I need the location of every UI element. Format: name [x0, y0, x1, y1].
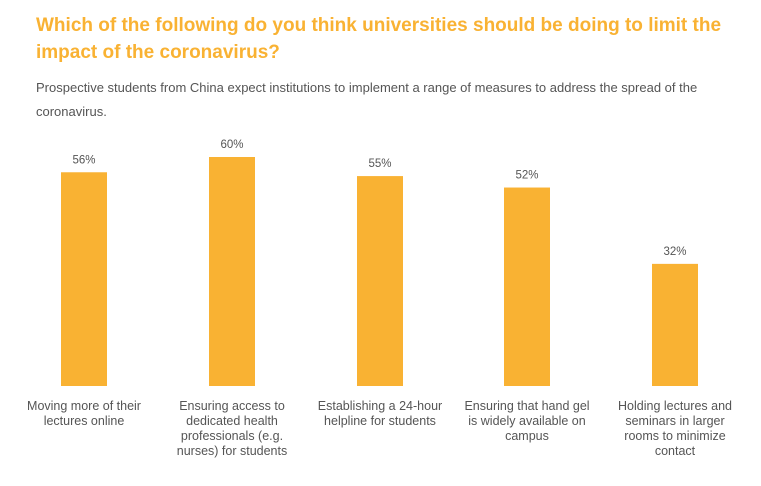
category-label-4: Ensuring that hand gel is widely availab… — [464, 399, 590, 443]
value-label-4: 52% — [515, 170, 538, 182]
category-label-1: Moving more of their lectures online — [27, 399, 141, 428]
chart-subtitle: Prospective students from China expect i… — [36, 80, 698, 119]
bar-4 — [504, 187, 550, 386]
bar-5 — [652, 263, 698, 386]
chart-title: Which of the following do you think univ… — [36, 15, 722, 63]
value-label-3: 55% — [368, 158, 391, 170]
category-label-5: Holding lectures and seminars in larger … — [618, 399, 732, 458]
value-label-5: 32% — [663, 246, 686, 258]
category-label-2: Ensuring access to dedicated health prof… — [176, 399, 288, 458]
value-label-2: 60% — [220, 139, 243, 151]
category-label-3: Establishing a 24-hour helpline for stud… — [317, 399, 443, 428]
bars-group: 56% 60% 55% 52% 32% — [61, 139, 698, 386]
bar-2 — [209, 157, 255, 386]
bar-3 — [357, 176, 403, 386]
bar-1 — [61, 172, 107, 386]
value-label-1: 56% — [72, 154, 95, 166]
